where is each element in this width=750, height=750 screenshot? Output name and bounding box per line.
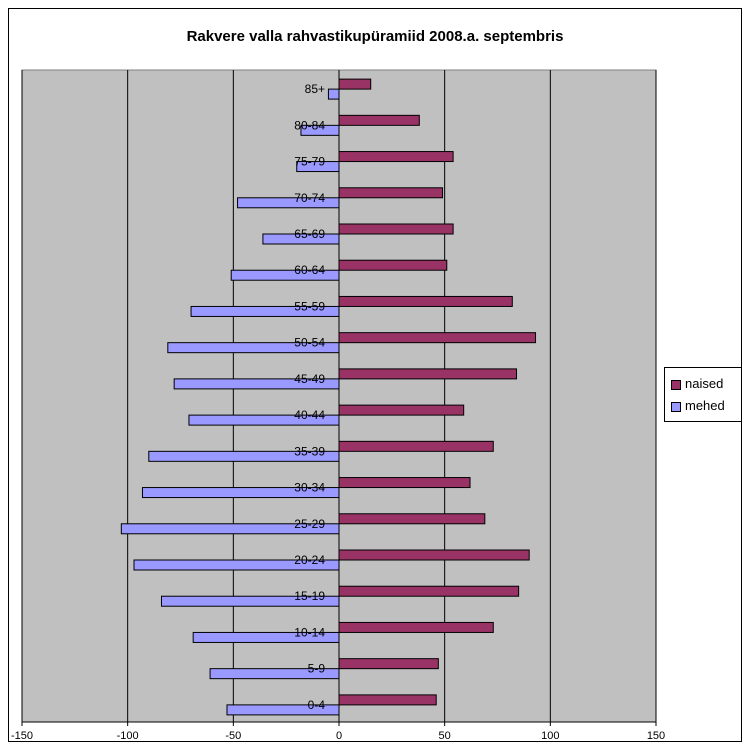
bar-naised	[338, 477, 471, 489]
x-tick-label: 50	[439, 730, 451, 742]
category-label: 60-64	[294, 263, 325, 277]
category-label: 15-19	[294, 589, 325, 603]
x-tick-label: -50	[225, 730, 241, 742]
category-label: 30-34	[294, 481, 325, 495]
x-tick-label: 150	[647, 730, 665, 742]
bar-naised	[338, 114, 420, 126]
x-tick-label: 100	[541, 730, 559, 742]
category-label: 0-4	[308, 698, 326, 712]
bar-naised	[338, 332, 537, 344]
category-label: 70-74	[294, 191, 325, 205]
bar-naised	[338, 295, 513, 307]
bar-naised	[338, 187, 444, 199]
bar-naised	[338, 621, 494, 633]
bar-naised	[338, 151, 454, 163]
category-label: 75-79	[294, 155, 325, 169]
bar-naised	[338, 658, 439, 670]
bar-naised	[338, 259, 448, 271]
legend-label-naised: naised	[685, 376, 724, 391]
legend: naised mehed	[664, 367, 742, 422]
bar-naised	[338, 368, 518, 380]
bar-naised	[338, 223, 454, 235]
category-label: 50-54	[294, 336, 325, 350]
bar-naised	[338, 694, 437, 706]
bar-mehed	[327, 88, 340, 100]
category-label: 45-49	[294, 372, 325, 386]
bar-naised	[338, 585, 520, 597]
category-label: 20-24	[294, 553, 325, 567]
legend-swatch-naised	[671, 380, 681, 390]
category-label: 5-9	[308, 662, 326, 676]
category-label: 55-59	[294, 299, 325, 313]
x-tick-label: -100	[117, 730, 139, 742]
x-tick-label: -150	[11, 730, 33, 742]
category-label: 40-44	[294, 408, 325, 422]
bar-naised	[338, 78, 372, 90]
x-tick-label: 0	[336, 730, 342, 742]
bar-naised	[338, 404, 465, 416]
bar-naised	[338, 440, 494, 452]
legend-label-mehed: mehed	[685, 398, 725, 413]
legend-swatch-mehed	[671, 402, 681, 412]
category-label: 10-14	[294, 625, 325, 639]
bar-naised	[338, 549, 530, 561]
category-label: 65-69	[294, 227, 325, 241]
category-label: 35-39	[294, 444, 325, 458]
category-label: 80-84	[294, 118, 325, 132]
category-label: 85+	[305, 82, 325, 96]
category-label: 25-29	[294, 517, 325, 531]
chart-title: Rakvere valla rahvastikupüramiid 2008.a.…	[186, 28, 564, 45]
bar-naised	[338, 513, 486, 525]
